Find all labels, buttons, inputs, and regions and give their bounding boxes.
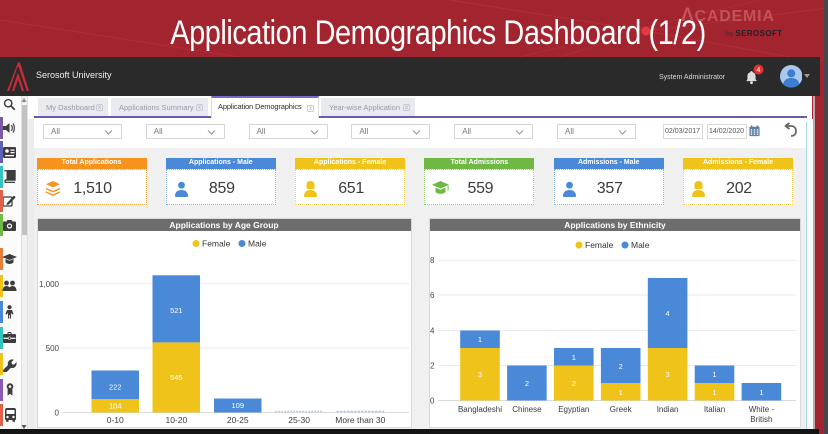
svg-text:222: 222 bbox=[108, 383, 121, 392]
svg-text:545: 545 bbox=[170, 373, 183, 382]
svg-text:1: 1 bbox=[712, 370, 716, 379]
svg-text:1: 1 bbox=[572, 353, 576, 362]
svg-text:2: 2 bbox=[430, 361, 435, 370]
svg-text:3: 3 bbox=[478, 370, 482, 379]
svg-text:0-10: 0-10 bbox=[106, 415, 123, 425]
svg-text:More than 30: More than 30 bbox=[335, 415, 385, 425]
svg-text:521: 521 bbox=[170, 306, 183, 315]
svg-text:4: 4 bbox=[430, 326, 435, 335]
svg-text:4: 4 bbox=[666, 309, 670, 318]
svg-text:10-20: 10-20 bbox=[165, 415, 187, 425]
svg-text:Egyptian: Egyptian bbox=[558, 405, 589, 414]
svg-text:British: British bbox=[750, 415, 772, 424]
svg-text:500: 500 bbox=[45, 344, 59, 353]
svg-text:4: 4 bbox=[757, 67, 761, 74]
svg-text:Italian: Italian bbox=[704, 405, 725, 414]
svg-text:20-25: 20-25 bbox=[226, 415, 248, 425]
svg-text:1: 1 bbox=[478, 335, 482, 344]
svg-text:2: 2 bbox=[572, 379, 576, 388]
svg-text:Greek: Greek bbox=[610, 405, 633, 414]
svg-text:0: 0 bbox=[54, 409, 59, 418]
svg-text:6: 6 bbox=[430, 291, 435, 300]
svg-text:1: 1 bbox=[712, 388, 716, 397]
svg-text:2: 2 bbox=[525, 379, 529, 388]
svg-text:1: 1 bbox=[619, 388, 623, 397]
svg-text:8: 8 bbox=[430, 256, 435, 265]
svg-text:104: 104 bbox=[108, 402, 121, 411]
svg-text:Female: Female bbox=[202, 239, 231, 249]
svg-text:3: 3 bbox=[666, 370, 670, 379]
svg-text:Female: Female bbox=[585, 240, 614, 250]
svg-text:Male: Male bbox=[248, 239, 267, 249]
svg-text:109: 109 bbox=[231, 401, 244, 410]
svg-text:1: 1 bbox=[759, 388, 763, 397]
svg-text:Indian: Indian bbox=[657, 405, 679, 414]
svg-text:Chinese: Chinese bbox=[512, 405, 542, 414]
svg-text:25-30: 25-30 bbox=[288, 415, 310, 425]
svg-text:0: 0 bbox=[430, 396, 435, 405]
svg-text:White -: White - bbox=[749, 405, 775, 414]
svg-text:2: 2 bbox=[619, 362, 623, 371]
svg-text:Bangladeshi: Bangladeshi bbox=[458, 405, 502, 414]
svg-text:Male: Male bbox=[631, 240, 650, 250]
svg-text:1,000: 1,000 bbox=[38, 280, 59, 289]
